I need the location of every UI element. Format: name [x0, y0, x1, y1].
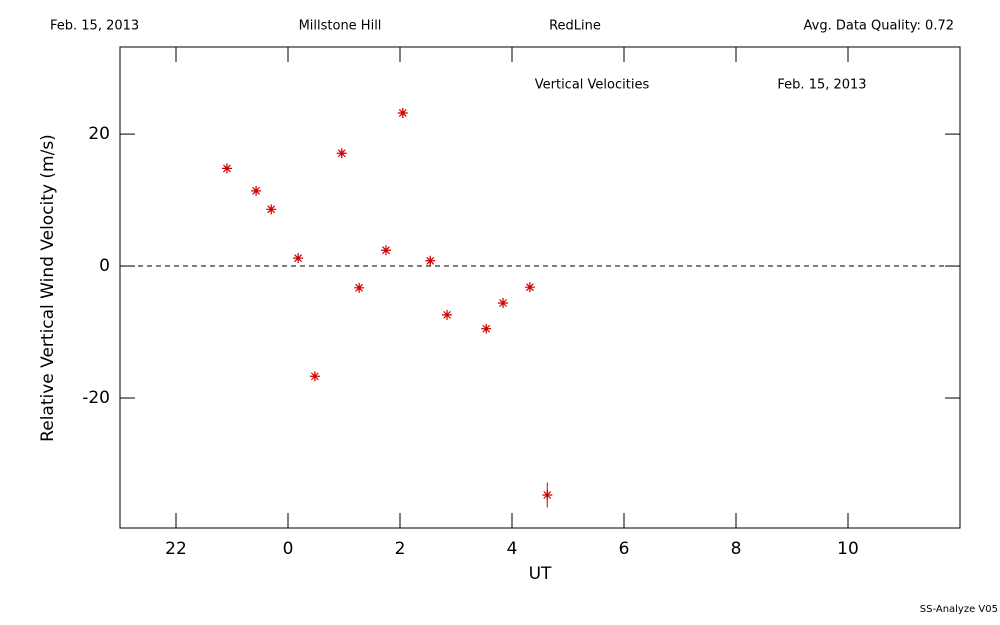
point	[397, 107, 408, 118]
x-tick-label: 6	[619, 539, 630, 559]
point	[381, 245, 391, 256]
y-axis-label: Relative Vertical Wind Velocity (m/s)	[38, 134, 58, 442]
header-site: Millstone Hill	[299, 19, 382, 34]
x-tick-label: 0	[283, 539, 294, 559]
x-tick-label: 8	[731, 539, 742, 559]
header-date: Feb. 15, 2013	[50, 19, 139, 34]
point	[354, 282, 365, 293]
point	[442, 309, 453, 320]
y-tick-label: 20	[88, 124, 110, 144]
point	[425, 255, 436, 266]
plot-frame	[119, 46, 961, 529]
chart-subtitle: Feb. 15, 2013	[777, 78, 866, 93]
point	[481, 323, 492, 334]
point	[309, 371, 320, 382]
point	[266, 204, 277, 215]
point	[542, 490, 553, 501]
x-axis-label: UT	[529, 564, 552, 584]
x-tick-label: 4	[507, 539, 518, 559]
point	[293, 253, 304, 264]
header-instrument: RedLine	[549, 19, 601, 34]
footer: SS-Analyze V05	[920, 604, 998, 615]
point	[524, 282, 535, 293]
y-tick-label: 0	[99, 256, 110, 276]
point	[336, 148, 347, 159]
x-tick-label: 10	[837, 539, 859, 559]
point	[221, 163, 232, 174]
point	[498, 298, 509, 309]
x-tick-label: 22	[165, 539, 187, 559]
y-tick-label: -20	[82, 388, 110, 408]
chart-title: Vertical Velocities	[535, 78, 650, 93]
x-tick-label: 2	[395, 539, 406, 559]
header-quality: Avg. Data Quality: 0.72	[804, 19, 954, 34]
point	[251, 185, 262, 196]
